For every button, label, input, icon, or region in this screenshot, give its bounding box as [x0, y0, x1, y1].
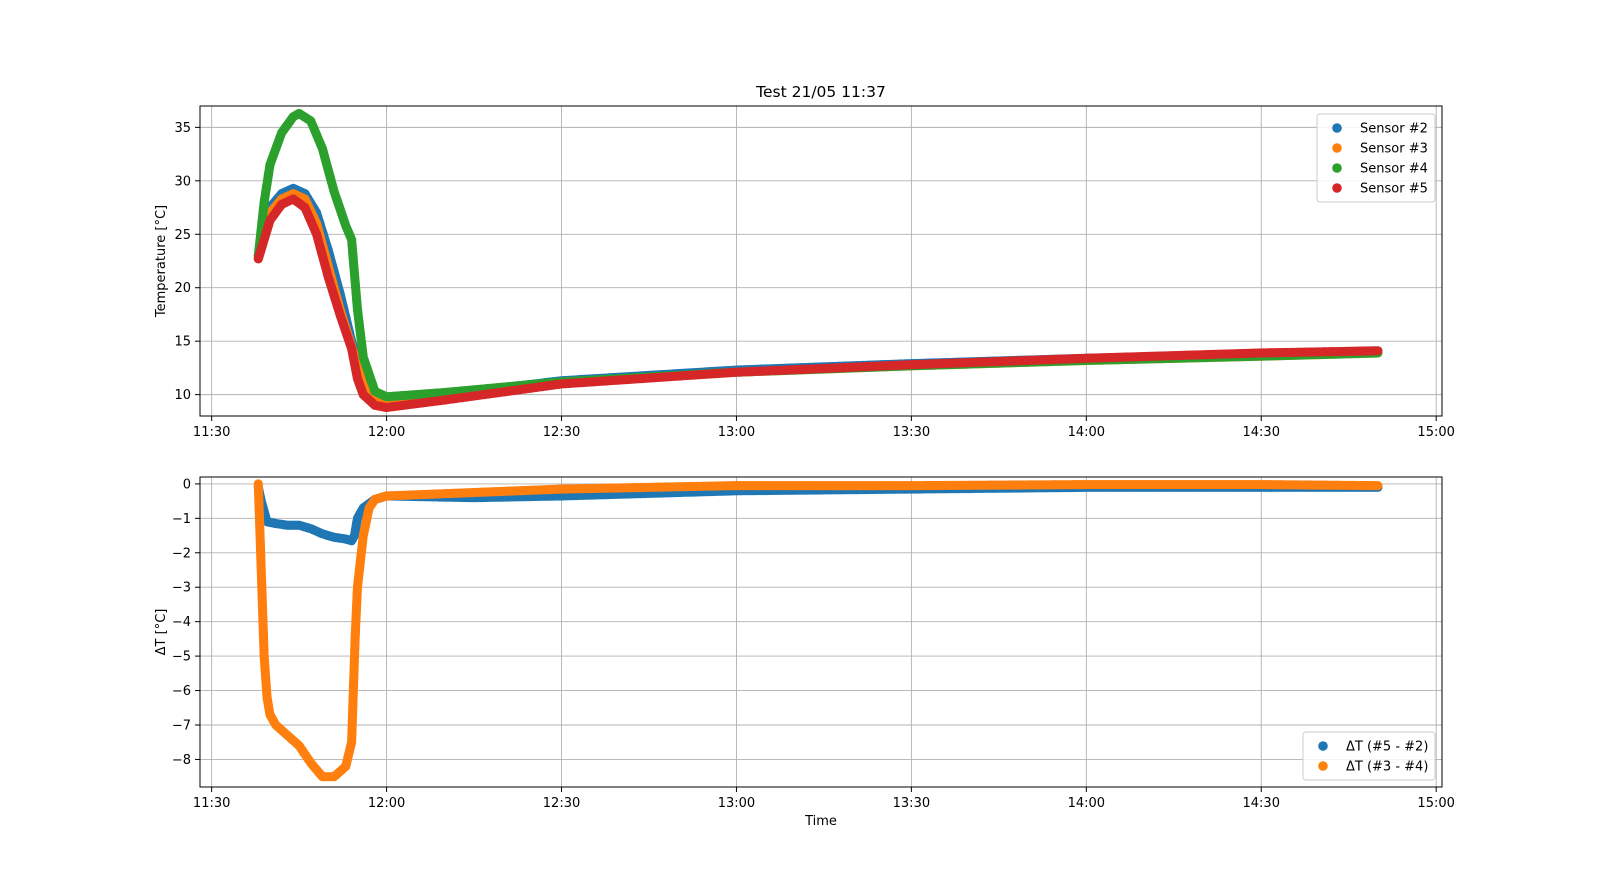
x-tick-label: 12:00	[368, 796, 405, 811]
legend-label: Sensor #2	[1360, 122, 1428, 137]
legend-label: ΔT (#3 - #4)	[1346, 760, 1428, 775]
y-tick-label: −8	[172, 753, 191, 768]
y-axis-label: Temperature [°C]	[154, 205, 169, 318]
x-tick-label: 14:30	[1243, 796, 1280, 811]
x-tick-label: 14:30	[1243, 425, 1280, 440]
grid	[200, 477, 1442, 787]
legend: Sensor #2 Sensor #3 Sensor #4 Sensor #5	[1316, 113, 1436, 203]
x-tick-label: 14:00	[1068, 796, 1105, 811]
y-tick-label: −3	[172, 581, 191, 596]
legend-box	[1316, 113, 1436, 203]
plot-area	[253, 108, 1383, 413]
x-tick-label: 11:30	[193, 796, 230, 811]
chart-1: 11:30 12:00 12:30 13:00 13:30 14:00 14:30 15:00…	[154, 83, 1455, 440]
y-tick-label: 25	[174, 228, 191, 243]
y-tick-label: 20	[174, 281, 191, 296]
chart-title: Test 21/05 11:37	[755, 83, 886, 101]
legend-marker	[1332, 163, 1342, 173]
x-tick-label: 15:00	[1417, 796, 1454, 811]
axes-frame	[199, 476, 1443, 788]
legend-marker	[1332, 183, 1342, 193]
x-tick-label: 11:30	[193, 425, 230, 440]
data-point	[1373, 481, 1383, 491]
y-tick-label: −7	[172, 719, 191, 734]
y-tick-label: 30	[174, 174, 191, 189]
x-tick-label: 13:30	[893, 796, 930, 811]
y-tick-label: −2	[172, 546, 191, 561]
legend-label: ΔT (#5 - #2)	[1346, 740, 1428, 755]
legend-label: Sensor #5	[1360, 182, 1428, 197]
legend-box	[1302, 731, 1436, 781]
y-tick-label: 0	[183, 477, 191, 492]
y-tick-label: −1	[172, 512, 191, 527]
x-tick-label: 12:30	[543, 425, 580, 440]
y-tick-label: 15	[174, 335, 191, 350]
series-sensor-5	[253, 194, 1383, 413]
x-tick-label: 12:30	[543, 796, 580, 811]
legend-marker	[1318, 761, 1328, 771]
y-tick-label: −5	[172, 650, 191, 665]
y-tick-label: −4	[172, 615, 191, 630]
y-tick-label: 35	[174, 121, 191, 136]
x-tick-label: 13:00	[718, 796, 755, 811]
series-t-3-4	[253, 479, 1383, 782]
x-axis-label: Time	[804, 814, 837, 829]
x-tick-label: 12:00	[368, 425, 405, 440]
plot-area	[253, 479, 1383, 782]
x-tick-label: 13:00	[718, 425, 755, 440]
y-tick-label: −6	[172, 684, 191, 699]
axes-frame	[199, 105, 1443, 417]
x-tick-label: 15:00	[1417, 425, 1454, 440]
legend-label: Sensor #3	[1360, 142, 1428, 157]
x-tick-label: 14:00	[1068, 425, 1105, 440]
legend: ΔT (#5 - #2) ΔT (#3 - #4)	[1302, 731, 1436, 781]
y-axis-label: ΔT [°C]	[154, 609, 169, 656]
data-point	[1373, 346, 1383, 356]
legend-marker	[1332, 143, 1342, 153]
x-tick-label: 13:30	[893, 425, 930, 440]
legend-label: Sensor #4	[1360, 162, 1428, 177]
legend-marker	[1318, 741, 1328, 751]
legend-marker	[1332, 123, 1342, 133]
y-tick-label: 10	[174, 388, 191, 403]
chart-2: 11:30 12:00 12:30 13:00 13:30 14:00 14:30 15:00…	[154, 476, 1455, 829]
